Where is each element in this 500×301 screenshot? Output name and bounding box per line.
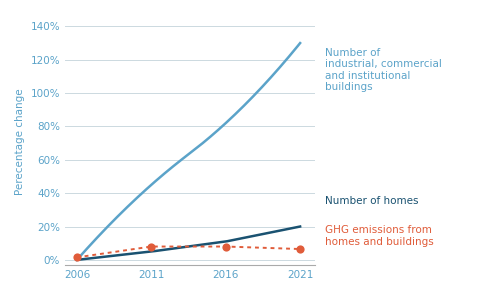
Point — [296, 247, 304, 251]
Text: GHG emissions from
homes and buildings: GHG emissions from homes and buildings — [325, 225, 434, 247]
Text: Number of homes: Number of homes — [325, 196, 418, 206]
Point — [73, 255, 81, 260]
Point — [148, 244, 156, 249]
Point — [222, 244, 230, 249]
Y-axis label: Perecentage change: Perecentage change — [15, 88, 25, 195]
Text: Number of
industrial, commercial
and institutional
buildings: Number of industrial, commercial and ins… — [325, 48, 442, 92]
